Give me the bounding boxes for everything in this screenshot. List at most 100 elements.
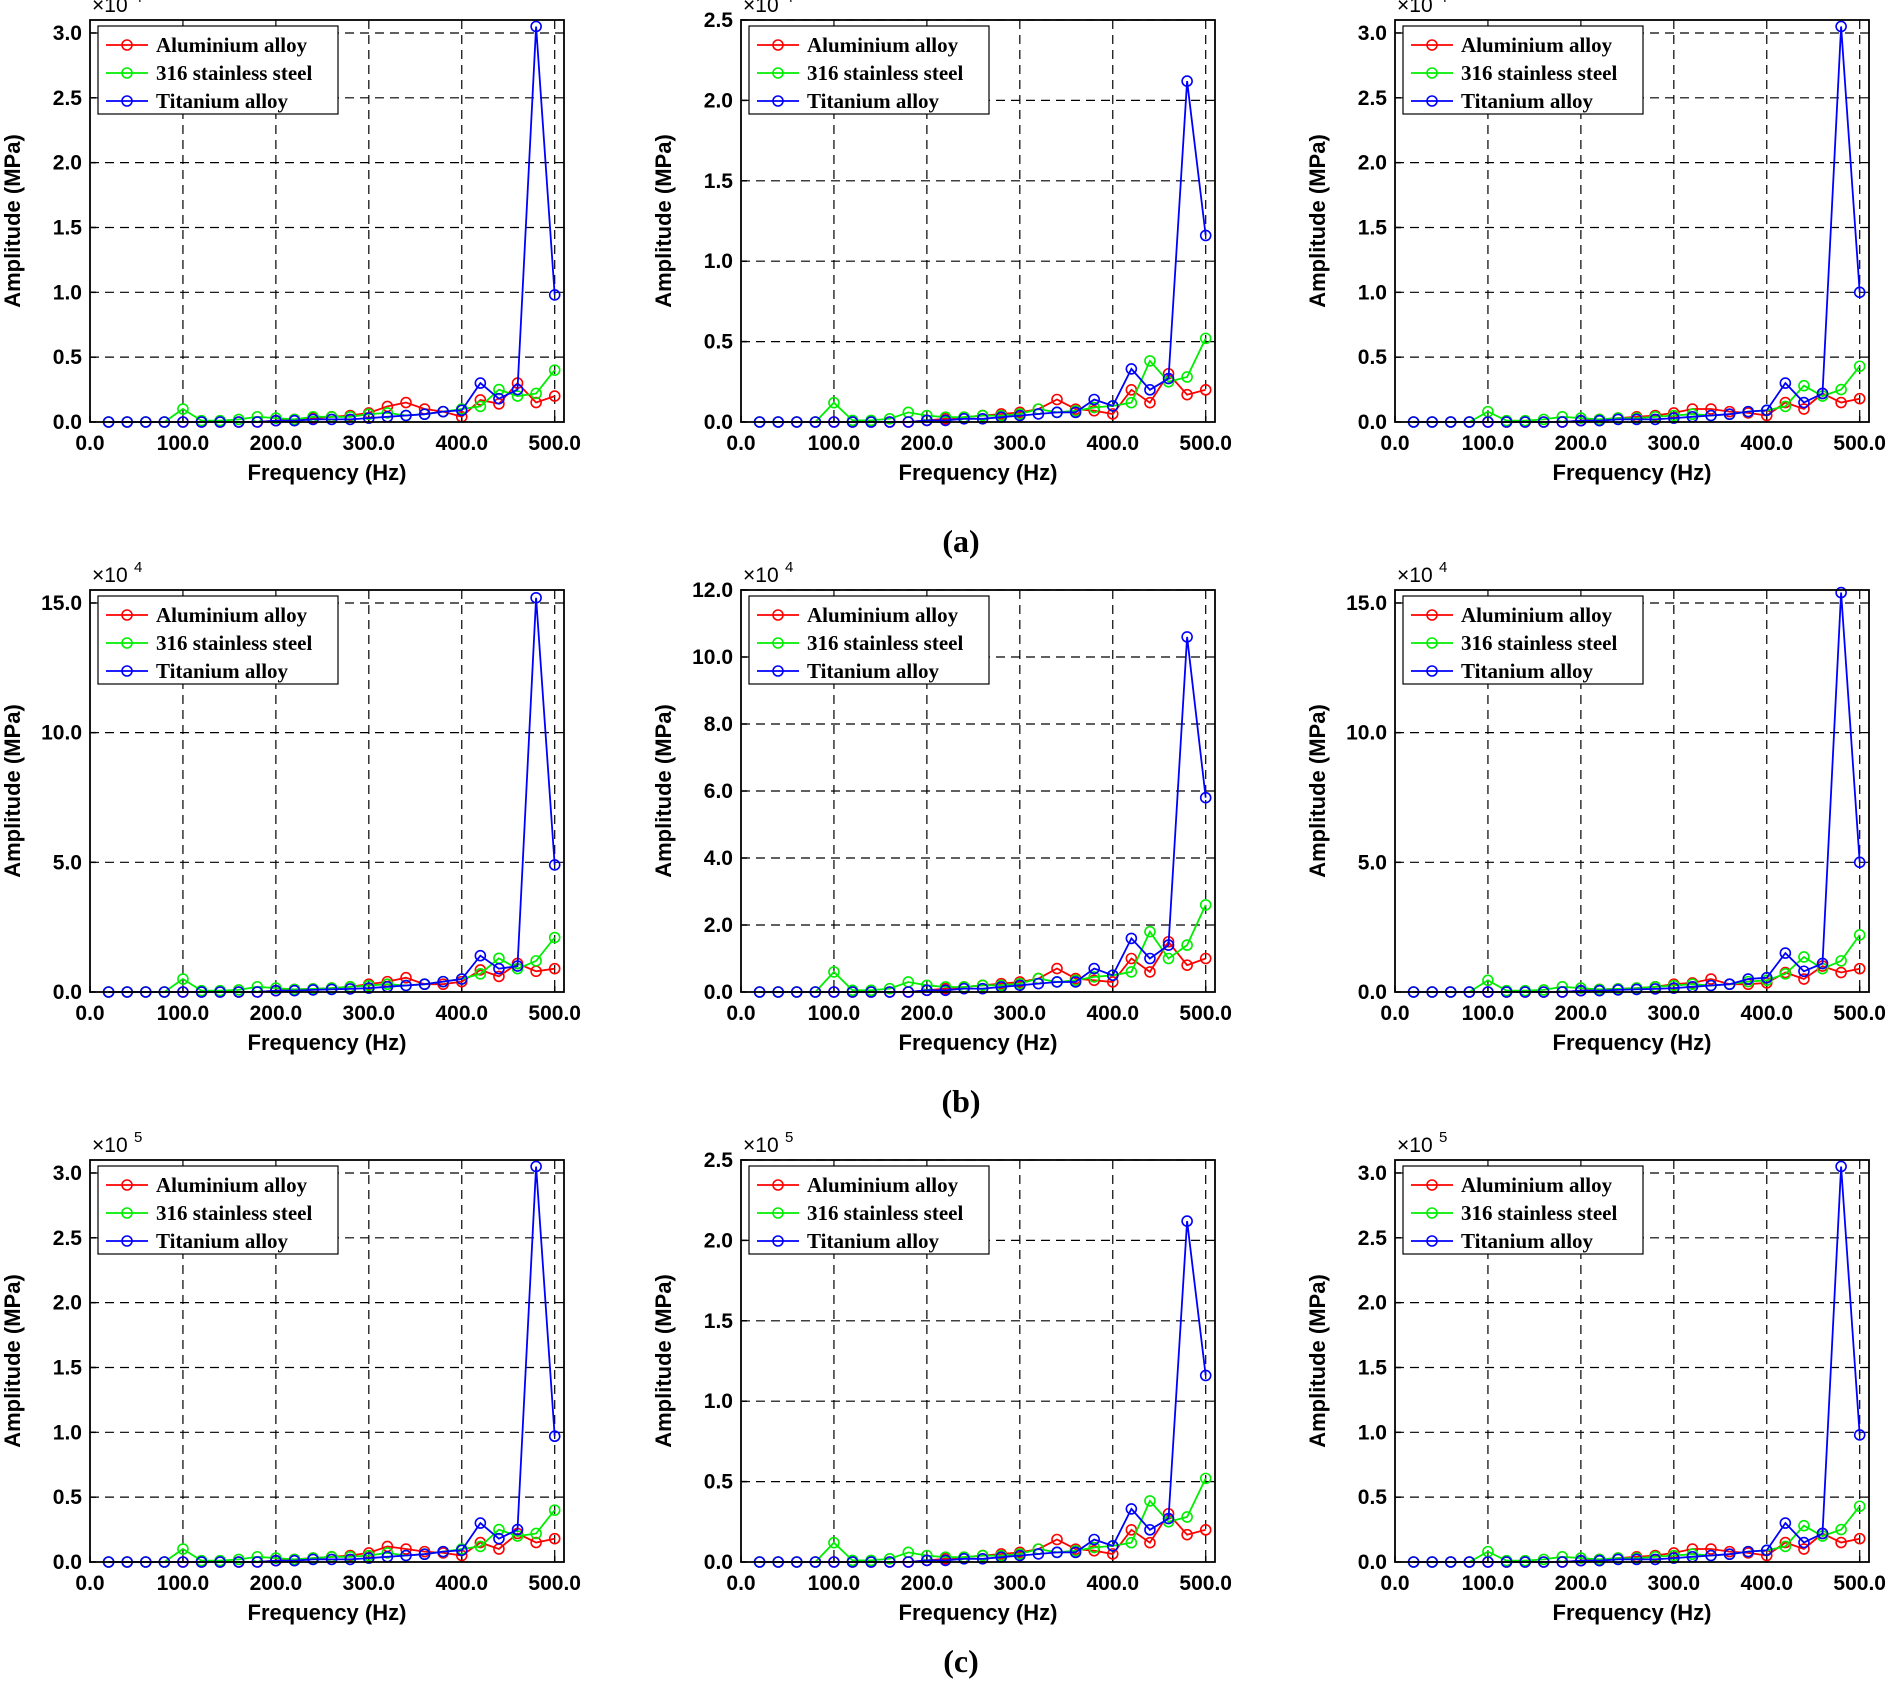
data-point (1798, 403, 1810, 415)
data-point (548, 931, 561, 944)
data-point (493, 383, 505, 396)
data-point (1612, 1553, 1624, 1566)
y-axis-label: Amplitude (MPa) (0, 704, 25, 878)
panel-label-c: (c) (943, 1643, 979, 1679)
panels: 0.0 0.5 1.0 1.5 2.0 2.5 3.0 0.0 100.0 200.0 300.0 4… (0, 0, 1886, 1625)
data-point (400, 1543, 412, 1555)
data-point (1106, 408, 1119, 420)
y-tick-label: 0.5 (53, 1486, 83, 1509)
x-tick-label: 500.0 (1833, 1002, 1886, 1025)
y-tick-label: 1.5 (53, 1356, 83, 1379)
data-point (455, 1544, 468, 1557)
data-point (1125, 1536, 1138, 1549)
data-point (1835, 955, 1847, 967)
data-point (1853, 1532, 1866, 1545)
chart-7: 0.0 0.5 1.0 1.5 2.0 2.5 3.0 0.0 100.0 200.0 300.0 4… (0, 1129, 581, 1625)
data-point (400, 1549, 412, 1562)
legend-box (97, 595, 339, 685)
plot-frame (89, 1159, 565, 1563)
y-tick-label: 2.5 (53, 87, 83, 110)
x-tick-label: 100.0 (1462, 432, 1515, 455)
data-point (344, 1553, 357, 1566)
y-tick-label: 0.5 (704, 331, 734, 354)
x-tick-label: 100.0 (808, 1572, 861, 1595)
legend-marker (1426, 1207, 1438, 1219)
chart-8: 0.0 0.5 1.0 1.5 2.0 2.5 0.0 100.0 200.0 300.0 400.… (651, 1129, 1232, 1625)
data-point (1181, 631, 1193, 643)
legend-entry: 316 stainless steel (1461, 61, 1617, 85)
data-point (958, 1552, 970, 1565)
data-point (474, 949, 487, 962)
data-point (1162, 952, 1175, 965)
data-point (1181, 388, 1193, 401)
axis-multiplier: ×10 (1397, 564, 1433, 587)
legend: Aluminium alloy 316 stainless steel Titani… (748, 1165, 990, 1255)
x-axis-label: Frequency (Hz) (1553, 460, 1712, 485)
x-tick-label: 300.0 (994, 1002, 1047, 1025)
data-point (325, 413, 338, 426)
data-point (1798, 1519, 1810, 1532)
x-tick-label: 0.0 (75, 1002, 104, 1025)
y-tick-label: 2.0 (704, 914, 733, 937)
x-axis-label: Frequency (Hz) (248, 460, 407, 485)
legend-box (97, 1165, 339, 1255)
data-point (1051, 393, 1063, 406)
data-point (177, 973, 189, 985)
y-tick-label: 0.0 (1358, 1551, 1387, 1574)
data-point (548, 1532, 561, 1545)
y-tick-label: 0.0 (704, 411, 733, 434)
data-point (1835, 1160, 1847, 1173)
data-point (325, 983, 338, 996)
data-point (1612, 413, 1624, 426)
x-tick-label: 200.0 (901, 1002, 954, 1025)
y-axis-label: Amplitude (MPa) (0, 1274, 25, 1448)
x-axis-label: Frequency (Hz) (248, 1600, 407, 1625)
legend-marker (772, 95, 784, 107)
y-tick-label: 10.0 (41, 722, 82, 745)
data-point (976, 409, 989, 422)
data-point (1088, 401, 1100, 414)
data-point (344, 983, 357, 995)
legend-entry: Aluminium alloy (807, 603, 959, 627)
legend-marker (121, 665, 133, 677)
chart-2: 0.0 0.5 1.0 1.5 2.0 2.5 0.0 100.0 200.0 300.0 400.… (651, 0, 1232, 485)
data-point (530, 396, 542, 409)
data-point (1779, 377, 1792, 389)
legend-box (748, 595, 990, 685)
data-point (939, 1554, 952, 1567)
data-point (1723, 1548, 1736, 1561)
data-point (344, 413, 357, 426)
y-tick-label: 2.0 (53, 152, 82, 175)
data-point (1106, 969, 1119, 982)
data-point (1798, 951, 1810, 963)
data-point (307, 984, 319, 996)
data-point (1779, 396, 1792, 409)
y-tick-label: 1.5 (1358, 1356, 1388, 1379)
plot-frame (740, 1159, 1216, 1563)
y-tick-label: 1.5 (1358, 216, 1388, 239)
data-point (1612, 984, 1624, 996)
legend-entry: Aluminium alloy (156, 603, 308, 627)
x-tick-label: 500.0 (528, 432, 581, 455)
legend-entry: Aluminium alloy (1461, 1173, 1613, 1197)
data-point (400, 409, 412, 422)
data-point (1853, 962, 1866, 975)
x-tick-label: 300.0 (1648, 432, 1701, 455)
legend-entry: 316 stainless steel (156, 1201, 312, 1225)
data-point (548, 390, 561, 402)
legend-marker (772, 1179, 784, 1191)
data-point (400, 971, 412, 984)
legend-marker (772, 67, 784, 79)
legend-box (1402, 595, 1644, 685)
x-tick-label: 0.0 (75, 432, 104, 455)
chart-5: 0.0 2.0 4.0 6.0 8.0 10.0 12.0 0.0 100.0 200.0 300.… (651, 559, 1232, 1055)
x-tick-label: 500.0 (1833, 432, 1886, 455)
data-point (474, 377, 487, 389)
data-point (1106, 400, 1119, 412)
y-axis-label: Amplitude (MPa) (651, 704, 676, 878)
legend-marker (121, 1235, 133, 1247)
data-point (1144, 952, 1156, 965)
y-tick-label: 15.0 (41, 592, 82, 615)
series-line-2 (108, 1509, 556, 1563)
data-point (1125, 952, 1138, 965)
